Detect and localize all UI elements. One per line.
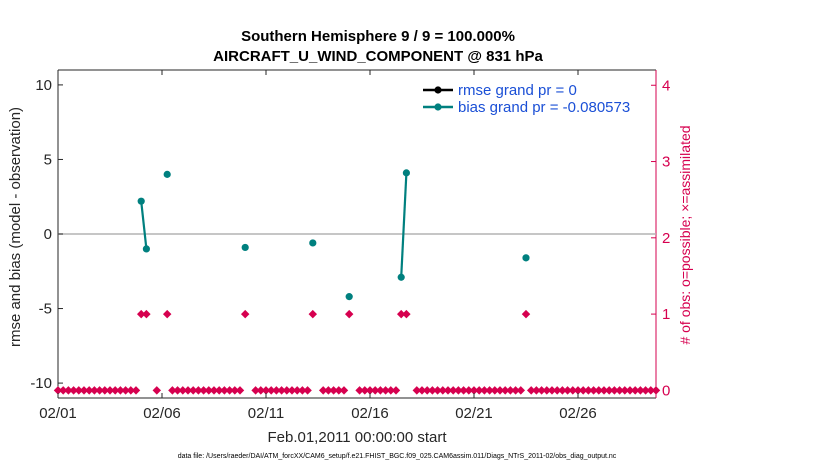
y-tick-label: -10	[30, 375, 52, 392]
obs-count-marker-one	[162, 309, 172, 319]
x-axis: 02/01 02/06 02/11 02/16 02/21 02/26	[39, 70, 597, 422]
chart-title: Southern Hemisphere 9 / 9 = 100.000%	[241, 28, 515, 45]
bias-point	[522, 254, 530, 262]
obs-count-series	[53, 309, 661, 395]
y-tick-label: 10	[35, 77, 52, 94]
x-axis-label: Feb.01,2011 00:00:00 start	[267, 429, 447, 446]
legend-rmse-label: rmse grand pr = 0	[458, 82, 577, 99]
obs-count-marker-one	[521, 309, 531, 319]
y-right-tick-label: 0	[662, 382, 670, 399]
legend-rmse-marker	[434, 86, 442, 94]
bias-point	[241, 243, 249, 252]
obs-count-marker-zero	[516, 386, 526, 395]
legend: rmse grand pr = 0 bias grand pr = -0.080…	[423, 82, 630, 116]
legend-bias-label: bias grand pr = -0.080573	[458, 99, 630, 116]
obs-count-marker-one	[240, 309, 250, 319]
obs-count-marker-zero	[391, 386, 401, 395]
y-right-tick-label: 2	[662, 230, 670, 247]
x-tick-label: 02/01	[39, 405, 77, 422]
y-right-tick-label: 1	[662, 306, 670, 323]
y-axis-left: -10 -5 0 5 10	[30, 77, 63, 392]
obs-count-marker-one	[308, 309, 318, 319]
obs-count-marker-one	[402, 309, 411, 319]
obs-count-marker-zero	[152, 386, 162, 395]
obs-count-marker-one	[344, 309, 354, 319]
bias-line-segment	[400, 172, 408, 278]
legend-bias-marker	[434, 103, 442, 111]
bias-point	[163, 170, 171, 178]
y-tick-label: 0	[44, 226, 52, 243]
y-right-tick-label: 4	[662, 77, 670, 94]
chart-subtitle: AIRCRAFT_U_WIND_COMPONENT @ 831 hPa	[213, 48, 543, 65]
y-tick-label: -5	[39, 301, 52, 318]
bias-point	[142, 245, 150, 253]
bias-series	[137, 169, 530, 301]
x-tick-label: 02/21	[455, 405, 493, 422]
bias-point	[309, 239, 317, 247]
x-tick-label: 02/16	[351, 405, 389, 422]
obs-count-marker-zero	[339, 386, 349, 395]
y-tick-label: 5	[44, 151, 52, 168]
y-axis-label: rmse and bias (model - observation)	[7, 107, 24, 347]
obs-count-marker-zero	[131, 386, 141, 395]
x-tick-label: 02/11	[248, 405, 284, 422]
obs-count-marker-one	[142, 309, 151, 319]
data-file-footnote: data file: /Users/raeder/DAI/ATM_forcXX/…	[178, 453, 617, 460]
obs-count-marker-zero	[303, 386, 312, 395]
y-axis-right-label: # of obs: o=possible; ×=assimilated	[677, 125, 693, 344]
bias-point	[137, 197, 145, 205]
bias-line-segment	[140, 201, 148, 250]
x-tick-label: 02/26	[559, 405, 597, 422]
bias-point	[402, 169, 410, 177]
bias-point	[397, 273, 405, 281]
obs-count-marker-zero	[235, 386, 245, 395]
y-right-tick-label: 3	[662, 154, 670, 171]
bias-point	[345, 293, 353, 301]
y-axis-right: 0 1 2 3 4	[651, 77, 670, 399]
x-tick-label: 02/06	[143, 405, 181, 422]
